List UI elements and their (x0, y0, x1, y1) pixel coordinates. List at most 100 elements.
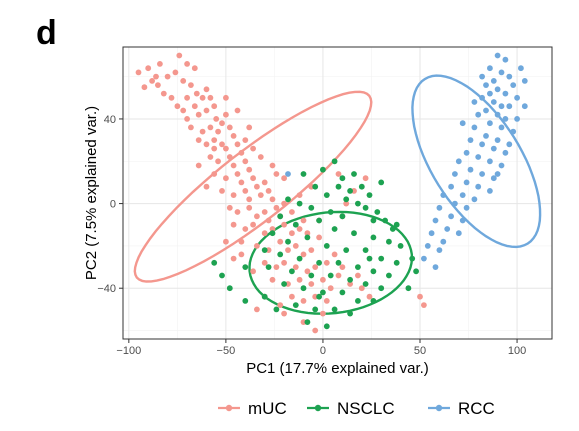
point-muc (261, 209, 268, 215)
point-rcc (432, 264, 439, 270)
point-nsclc (366, 255, 373, 262)
panel-label: d (36, 14, 57, 52)
point-rcc (498, 69, 505, 76)
point-rcc (494, 86, 501, 93)
point-muc (215, 128, 222, 135)
point-nsclc (347, 188, 353, 194)
point-rcc (502, 116, 509, 122)
point-muc (281, 259, 287, 266)
point-muc (362, 175, 369, 182)
point-rcc (459, 217, 466, 224)
point-rcc (471, 196, 478, 203)
point-nsclc (335, 259, 342, 266)
point-muc (281, 175, 287, 182)
y-axis-title: PC2 (7.5% explained var.) (83, 106, 100, 280)
point-rcc (455, 158, 462, 165)
point-muc (323, 259, 330, 266)
point-muc (347, 281, 353, 287)
point-muc (193, 90, 200, 97)
point-rcc (475, 183, 482, 190)
point-muc (135, 69, 142, 76)
point-rcc (514, 94, 520, 101)
point-rcc (479, 141, 485, 148)
point-muc (203, 107, 210, 114)
point-nsclc (300, 285, 307, 292)
point-muc (211, 145, 218, 152)
point-muc (308, 281, 315, 287)
point-muc (211, 103, 218, 110)
point-muc (273, 264, 280, 270)
point-rcc (428, 230, 435, 237)
point-muc (145, 65, 152, 72)
point-muc (320, 310, 326, 317)
point-rcc (479, 171, 485, 177)
point-rcc (498, 124, 505, 131)
point-rcc (502, 56, 509, 63)
point-muc (246, 204, 253, 211)
point-muc (242, 226, 249, 232)
point-rcc (475, 154, 482, 160)
point-rcc (510, 128, 517, 135)
ellipse-rcc (411, 74, 542, 249)
point-muc (281, 200, 287, 207)
point-muc (149, 78, 156, 84)
point-nsclc (370, 268, 377, 275)
legend-key-point (314, 404, 322, 412)
point-muc (164, 73, 171, 80)
point-nsclc (351, 230, 357, 237)
point-muc (421, 302, 427, 308)
point-nsclc (397, 243, 404, 249)
point-muc (323, 298, 330, 304)
point-muc (246, 124, 253, 131)
point-muc (234, 209, 241, 215)
point-muc (296, 226, 303, 232)
point-muc (234, 171, 241, 177)
point-nsclc (320, 289, 326, 296)
point-nsclc (362, 247, 369, 254)
legend-key-point (435, 404, 443, 412)
point-muc (238, 149, 245, 156)
point-nsclc (292, 221, 299, 228)
point-nsclc (285, 196, 291, 203)
point-rcc (494, 137, 501, 144)
point-nsclc (320, 166, 326, 173)
point-rcc (483, 133, 489, 139)
point-rcc (479, 73, 485, 80)
point-muc (304, 268, 311, 275)
point-muc (238, 251, 245, 258)
point-nsclc (242, 264, 249, 270)
point-rcc (490, 78, 497, 84)
point-muc (269, 196, 276, 203)
point-nsclc (331, 226, 338, 232)
point-rcc (424, 243, 431, 249)
point-nsclc (362, 204, 369, 211)
point-rcc (452, 171, 458, 177)
point-nsclc (358, 183, 365, 190)
point-muc (269, 276, 276, 283)
legend-key-point (225, 404, 233, 412)
legend: mUC NSCLC RCC (218, 399, 495, 418)
point-nsclc (261, 293, 268, 300)
point-muc (296, 192, 303, 199)
point-muc (215, 158, 222, 165)
point-nsclc (316, 217, 322, 224)
point-nsclc (370, 298, 377, 304)
x-tick-label: 0 (320, 345, 326, 357)
point-muc (261, 179, 268, 186)
ellipse-muc (133, 90, 373, 283)
point-muc (188, 82, 194, 88)
point-nsclc (323, 192, 330, 199)
point-muc (292, 243, 299, 249)
point-muc (300, 298, 307, 304)
point-nsclc (370, 217, 377, 224)
point-rcc (521, 103, 528, 110)
point-muc (168, 94, 175, 101)
point-nsclc (308, 272, 315, 279)
point-rcc (506, 103, 513, 110)
point-nsclc (292, 302, 299, 308)
point-muc (219, 141, 225, 148)
point-muc (269, 162, 276, 169)
point-nsclc (277, 251, 284, 258)
point-nsclc (347, 310, 353, 317)
